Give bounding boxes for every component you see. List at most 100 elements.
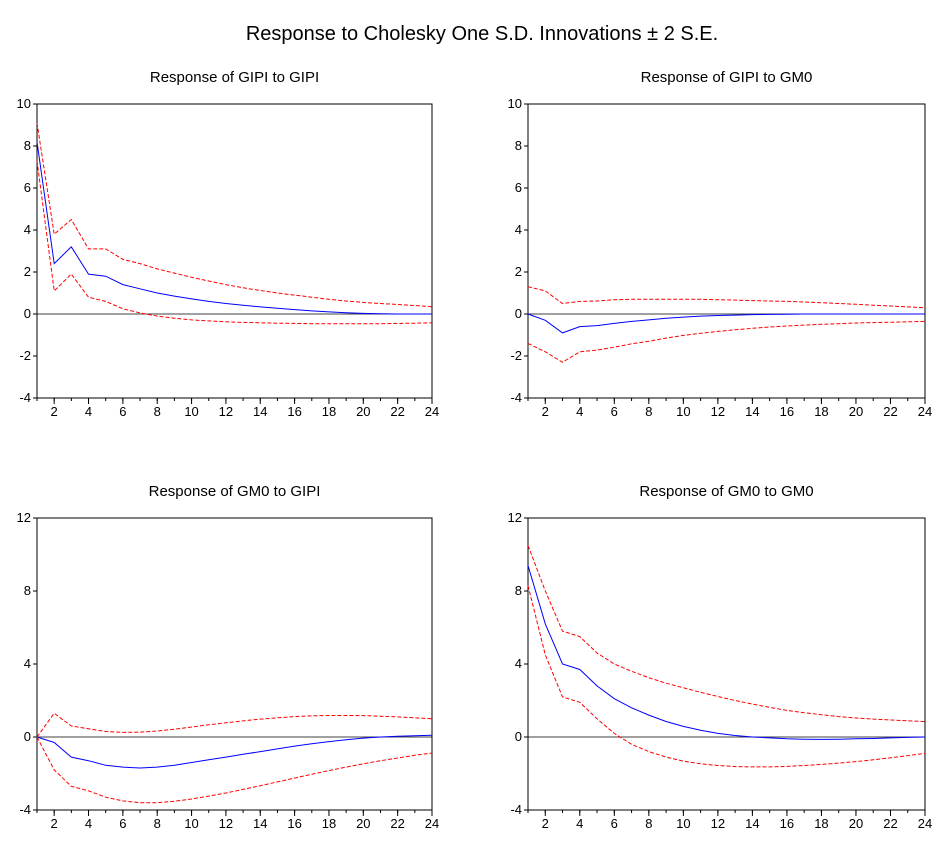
x-tick-label: 18	[322, 816, 336, 831]
y-tick-label: 2	[515, 264, 522, 279]
x-tick-label: 12	[711, 816, 725, 831]
y-tick-label: -4	[19, 390, 31, 405]
x-tick-label: 4	[85, 404, 92, 419]
panel-title: Response of GM0 to GM0	[639, 483, 813, 500]
y-tick-label: 12	[17, 510, 31, 525]
y-tick-label: 0	[24, 306, 31, 321]
y-tick-label: 4	[515, 222, 522, 237]
y-tick-label: -2	[510, 348, 522, 363]
x-tick-label: 20	[849, 816, 863, 831]
x-tick-label: 14	[745, 404, 759, 419]
plot-frame	[527, 103, 926, 399]
x-tick-label: 16	[780, 816, 794, 831]
panel-title: Response of GIPI to GIPI	[150, 69, 319, 86]
series-line-upper	[527, 545, 926, 722]
x-tick-label: 10	[184, 404, 198, 419]
x-tick-label: 12	[711, 404, 725, 419]
plot-frame	[527, 517, 926, 811]
x-tick-label: 12	[219, 404, 233, 419]
x-tick-label: 2	[542, 404, 549, 419]
y-tick-label: 4	[515, 656, 522, 671]
y-tick-label: 4	[24, 656, 31, 671]
panel-title: Response of GM0 to GIPI	[149, 483, 321, 500]
x-tick-label: 18	[814, 404, 828, 419]
x-tick-label: 10	[676, 404, 690, 419]
series-line-upper	[36, 122, 433, 308]
series-line-response	[36, 141, 432, 315]
y-tick-label: 8	[515, 583, 522, 598]
x-tick-label: 2	[542, 816, 549, 831]
series-line-lower	[527, 320, 926, 363]
x-tick-label: 20	[356, 816, 370, 831]
x-tick-label: 22	[390, 816, 404, 831]
x-tick-label: 4	[576, 816, 583, 831]
x-tick-label: 4	[85, 816, 92, 831]
y-tick-label: 6	[24, 180, 31, 195]
x-tick-label: 2	[51, 404, 58, 419]
series-line-lower	[36, 160, 433, 325]
series-line-lower	[36, 736, 433, 804]
x-tick-label: 18	[322, 404, 336, 419]
x-tick-label: 8	[154, 404, 161, 419]
x-tick-label: 22	[883, 404, 897, 419]
y-tick-label: 0	[515, 306, 522, 321]
y-tick-label: 8	[515, 138, 522, 153]
series-line-response	[527, 313, 925, 334]
series-line-upper	[527, 286, 926, 309]
y-tick-label: 6	[515, 180, 522, 195]
y-tick-label: 8	[24, 583, 31, 598]
series-line-lower	[527, 585, 926, 768]
x-tick-label: 20	[356, 404, 370, 419]
x-tick-label: 22	[390, 404, 404, 419]
x-tick-label: 20	[849, 404, 863, 419]
x-tick-label: 24	[425, 816, 439, 831]
x-tick-label: 6	[611, 816, 618, 831]
x-tick-label: 8	[645, 816, 652, 831]
x-tick-label: 2	[51, 816, 58, 831]
y-tick-label: -4	[510, 390, 522, 405]
x-tick-label: 16	[287, 816, 301, 831]
x-tick-label: 16	[780, 404, 794, 419]
panel-title: Response of GIPI to GM0	[641, 69, 813, 86]
series-line-upper	[36, 712, 433, 738]
y-tick-label: 4	[24, 222, 31, 237]
y-tick-label: 10	[17, 96, 31, 111]
y-tick-label: 8	[24, 138, 31, 153]
x-tick-label: 6	[119, 404, 126, 419]
x-tick-label: 8	[154, 816, 161, 831]
y-tick-label: 0	[515, 729, 522, 744]
series-line-response	[527, 565, 926, 740]
y-tick-label: 2	[24, 264, 31, 279]
figure-title: Response to Cholesky One S.D. Innovation…	[246, 23, 718, 45]
x-tick-label: 10	[676, 816, 690, 831]
series-line-response	[36, 734, 433, 769]
y-tick-label: -4	[510, 802, 522, 817]
x-tick-label: 14	[745, 816, 759, 831]
x-tick-label: 8	[645, 404, 652, 419]
plot-frame	[36, 103, 433, 399]
x-tick-label: 4	[576, 404, 583, 419]
x-tick-label: 14	[253, 816, 267, 831]
x-tick-label: 24	[425, 404, 439, 419]
x-tick-label: 22	[883, 816, 897, 831]
y-tick-label: -4	[19, 802, 31, 817]
x-tick-label: 6	[119, 816, 126, 831]
x-tick-label: 14	[253, 404, 267, 419]
y-tick-label: 12	[508, 510, 522, 525]
x-tick-label: 16	[287, 404, 301, 419]
y-tick-label: 0	[24, 729, 31, 744]
x-tick-label: 6	[611, 404, 618, 419]
y-tick-label: 10	[508, 96, 522, 111]
x-tick-label: 10	[184, 816, 198, 831]
x-tick-label: 24	[918, 404, 932, 419]
x-tick-label: 12	[219, 816, 233, 831]
plot-frame	[36, 517, 433, 811]
y-tick-label: -2	[19, 348, 31, 363]
x-tick-label: 24	[918, 816, 932, 831]
